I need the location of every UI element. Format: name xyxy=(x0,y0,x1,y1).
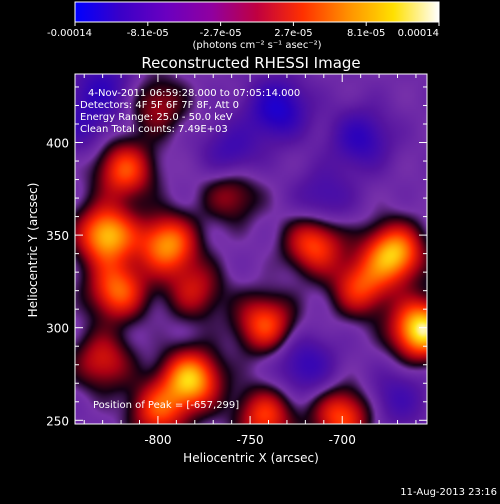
y-tick-label: 400 xyxy=(46,137,69,151)
x-tick-label: -800 xyxy=(144,433,171,447)
colorbar-tick-label: -0.00014 xyxy=(47,28,92,39)
colorbar-ticks: -0.00014 -8.1e-05 -2.7e-05 2.7e-05 8.1e-05 0.… xyxy=(47,22,440,39)
info-detectors: Detectors: 4F 5F 6F 7F 8F, Att 0 xyxy=(80,100,239,111)
info-energy-range: Energy Range: 25.0 - 50.0 keV xyxy=(80,112,233,123)
axis-ticks: -800 -750 -700 250 300 350 400 xyxy=(46,74,427,447)
y-tick-label: 250 xyxy=(46,414,69,428)
footer-date: 11-Aug-2013 23:16 xyxy=(400,487,497,498)
colorbar-tick-label: 0.00014 xyxy=(398,28,439,39)
colorbar-tick-label: 8.1e-05 xyxy=(347,28,385,39)
colorbar-units: (photons cm⁻² s⁻¹ asec⁻²) xyxy=(192,40,321,51)
y-axis-label: Heliocentric Y (arcsec) xyxy=(26,183,40,318)
x-tick-label: -700 xyxy=(329,433,356,447)
chart-title: Reconstructed RHESSI Image xyxy=(141,54,360,72)
info-time-range: 4-Nov-2011 06:59:28.000 to 07:05:14.000 xyxy=(88,88,300,99)
heatmap-image xyxy=(75,74,427,424)
colorbar-tick-label: -2.7e-05 xyxy=(200,28,242,39)
x-tick-label: -750 xyxy=(236,433,263,447)
y-tick-label: 300 xyxy=(46,322,69,336)
colorbar-tick-label: -8.1e-05 xyxy=(127,28,169,39)
plot-frame xyxy=(74,73,428,425)
info-total-counts: Clean Total counts: 7.49E+03 xyxy=(80,124,228,135)
colorbar xyxy=(74,1,440,23)
colorbar-tick-label: 2.7e-05 xyxy=(274,28,312,39)
peak-position-label: Position of Peak = [-657,299] xyxy=(93,400,239,411)
x-axis-label: Heliocentric X (arcsec) xyxy=(183,451,319,465)
y-tick-label: 350 xyxy=(46,229,69,243)
